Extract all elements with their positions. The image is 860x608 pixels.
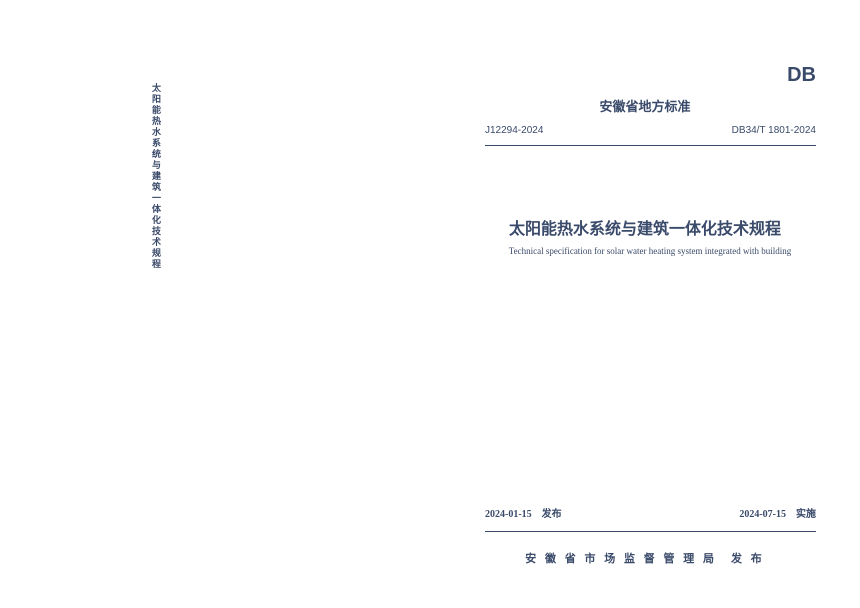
region-standard-label: 安徽省地方标准 (430, 96, 860, 115)
top-rule (485, 145, 816, 146)
spine-title-vertical: 太阳能热水系统与建筑一体化技术规程 (150, 83, 163, 270)
publisher-line: 安 徽 省 市 场 监 督 管 理 局 发 布 (430, 550, 860, 566)
document-spread: 太阳能热水系统与建筑一体化技术规程 DB 安徽省地方标准 J12294-2024… (0, 0, 860, 608)
issue-date: 2024-01-15 发布 (485, 505, 562, 520)
db-logo: DB (787, 64, 816, 87)
standard-codes-row: J12294-2024 DB34/T 1801-2024 (485, 125, 816, 136)
implementation-date: 2024-07-15 实施 (739, 505, 816, 520)
bottom-rule (485, 531, 816, 532)
code-right: DB34/T 1801-2024 (732, 125, 816, 136)
left-page: 太阳能热水系统与建筑一体化技术规程 (0, 0, 430, 608)
dates-row: 2024-01-15 发布 2024-07-15 实施 (485, 505, 816, 520)
right-page-cover: DB 安徽省地方标准 J12294-2024 DB34/T 1801-2024 … (430, 0, 860, 608)
code-left: J12294-2024 (485, 125, 543, 136)
title-chinese: 太阳能热水系统与建筑一体化技术规程 (430, 215, 860, 239)
title-english: Technical specification for solar water … (500, 245, 800, 258)
